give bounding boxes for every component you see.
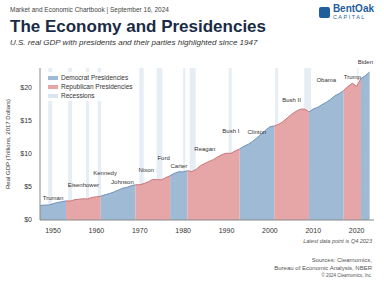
svg-text:Ford: Ford [157,155,169,161]
svg-text:Trump: Trump [344,74,362,80]
html-text:© 2024 Clearnomics, Inc.: © 2024 Clearnomics, Inc. [321,273,372,278]
svg-text:$5: $5 [24,183,32,190]
svg-text:2000: 2000 [262,227,278,234]
svg-text:Obama: Obama [316,77,336,83]
html-text:Sources: Clearnomics,: Sources: Clearnomics, [311,257,372,263]
svg-text:Truman: Truman [43,195,63,201]
html-text:CAPITAL: CAPITAL [332,14,366,20]
html-text:Latest data point is Q4 2023: Latest data point is Q4 2023 [303,238,372,244]
html-text:Recessions: Recessions [61,92,95,99]
svg-text:Bush I: Bush I [222,128,239,134]
svg-text:$10: $10 [20,150,32,157]
html-text:Republican Presidencies: Republican Presidencies [61,83,133,90]
html-text:U.S. real GDP with presidents: U.S. real GDP with presidents and their … [10,38,258,47]
svg-text:Carter: Carter [170,163,187,169]
svg-text:2020: 2020 [349,227,365,234]
svg-text:Nixon: Nixon [139,167,154,173]
svg-text:Biden: Biden [358,59,373,65]
svg-text:1950: 1950 [45,227,61,234]
svg-text:1960: 1960 [89,227,105,234]
svg-text:Reagan: Reagan [194,146,215,152]
html-text:Bureau of Economic Analysis, N: Bureau of Economic Analysis, NBER [274,265,372,271]
svg-text:$20: $20 [20,84,32,91]
svg-text:Bush II: Bush II [282,97,301,103]
svg-text:Eisenhower: Eisenhower [68,182,99,188]
svg-text:Real GDP (Trillions, 2017 Doll: Real GDP (Trillions, 2017 Dollars) [8,99,11,189]
html-text:Democrat Presidencies: Democrat Presidencies [61,74,129,81]
svg-text:1980: 1980 [175,227,191,234]
svg-text:1990: 1990 [219,227,235,234]
svg-text:1970: 1970 [132,227,148,234]
html-text:BentOak: BentOak [332,3,374,14]
html-text:The Economy and Presidencies: The Economy and Presidencies [10,17,266,36]
svg-text:Johnson: Johnson [111,179,134,185]
svg-text:$0: $0 [24,216,32,223]
html-text:Market and Economic Chartbook: Market and Economic Chartbook | Septembe… [10,6,169,13]
svg-text:Kennedy: Kennedy [93,170,117,176]
svg-text:$15: $15 [20,117,32,124]
svg-text:Clinton: Clinton [248,129,267,135]
svg-text:2010: 2010 [305,227,321,234]
